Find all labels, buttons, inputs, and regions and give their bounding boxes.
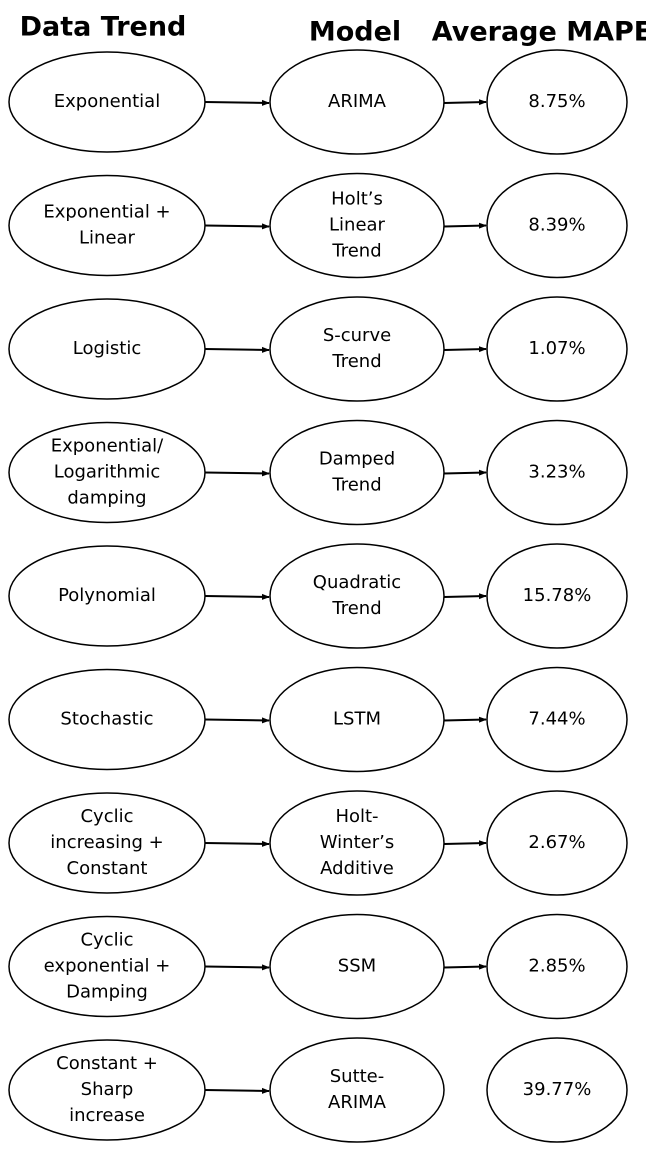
header-model: Model	[309, 17, 401, 48]
trend-label: increasing +	[50, 832, 163, 853]
arrow	[443, 222, 487, 229]
trend-label: Exponential/	[51, 436, 164, 457]
mape-node	[486, 543, 628, 649]
mape-node	[486, 1037, 628, 1143]
arrow	[204, 470, 270, 477]
mape-label: 2.85%	[528, 956, 585, 977]
model-label: Linear	[329, 215, 386, 236]
trend-label: damping	[67, 488, 146, 509]
arrow	[443, 99, 487, 106]
header-mape: Average MAPE	[432, 17, 646, 48]
model-node	[269, 1037, 445, 1143]
model-label: S-curve	[323, 325, 391, 346]
model-label: Holt-	[335, 806, 378, 827]
mape-label: 1.07%	[528, 338, 585, 359]
model-label: ARIMA	[328, 1092, 387, 1113]
arrow	[443, 716, 487, 723]
trend-label: Damping	[66, 982, 148, 1003]
trend-label: Linear	[79, 228, 136, 249]
model-label: ARIMA	[328, 91, 387, 112]
arrow	[204, 346, 270, 353]
model-label: Additive	[320, 858, 394, 879]
mape-label: 15.78%	[523, 585, 592, 606]
mape-label: 2.67%	[528, 832, 585, 853]
arrow	[204, 99, 270, 106]
model-label: Damped	[319, 449, 395, 470]
arrow	[204, 1087, 270, 1094]
arrow	[443, 840, 487, 847]
model-label: Winter’s	[320, 832, 394, 853]
arrow	[443, 469, 487, 476]
trend-label: Exponential +	[43, 202, 170, 223]
arrow	[204, 964, 270, 971]
arrow	[204, 840, 270, 847]
trend-label: Constant +	[56, 1053, 158, 1074]
model-node	[269, 419, 445, 526]
model-label: Trend	[331, 475, 381, 496]
mape-label: 8.39%	[528, 215, 585, 236]
trend-label: increase	[69, 1105, 145, 1126]
trend-label: exponential +	[44, 956, 171, 977]
model-label: Trend	[331, 598, 381, 619]
model-label: Trend	[331, 351, 381, 372]
model-label: Quadratic	[313, 572, 401, 593]
mape-node	[486, 790, 628, 896]
trend-label: Exponential	[54, 91, 160, 112]
trend-node	[8, 174, 206, 277]
arrow	[204, 223, 270, 230]
mape-node	[486, 49, 628, 155]
mape-node	[486, 172, 628, 279]
trend-label: Polynomial	[58, 585, 156, 606]
model-label: Trend	[331, 241, 381, 262]
arrow	[443, 963, 487, 970]
mape-node	[486, 419, 628, 526]
mape-node	[486, 666, 628, 773]
model-label: Holt’s	[331, 189, 383, 210]
model-node	[269, 543, 445, 649]
header-trend: Data Trend	[20, 12, 187, 43]
model-label: LSTM	[333, 709, 381, 730]
trend-label: Logarithmic	[54, 462, 160, 483]
mape-node	[486, 296, 628, 402]
trend-label: Constant	[67, 858, 148, 879]
mape-label: 3.23%	[528, 462, 585, 483]
trend-label: Stochastic	[60, 709, 153, 730]
trend-label: Sharp	[81, 1079, 134, 1100]
model-node	[269, 296, 445, 402]
trend-label: Cyclic	[80, 806, 133, 827]
trend-label: Logistic	[73, 338, 141, 359]
model-label: Sutte-	[330, 1066, 385, 1087]
mape-label: 39.77%	[523, 1079, 592, 1100]
model-label: SSM	[338, 956, 376, 977]
arrow	[204, 717, 270, 724]
arrow	[204, 593, 270, 600]
arrow	[443, 346, 487, 353]
trend-label: Cyclic	[80, 930, 133, 951]
mape-label: 8.75%	[528, 91, 585, 112]
arrow	[443, 593, 487, 600]
mape-label: 7.44%	[528, 709, 585, 730]
mape-node	[486, 913, 628, 1020]
